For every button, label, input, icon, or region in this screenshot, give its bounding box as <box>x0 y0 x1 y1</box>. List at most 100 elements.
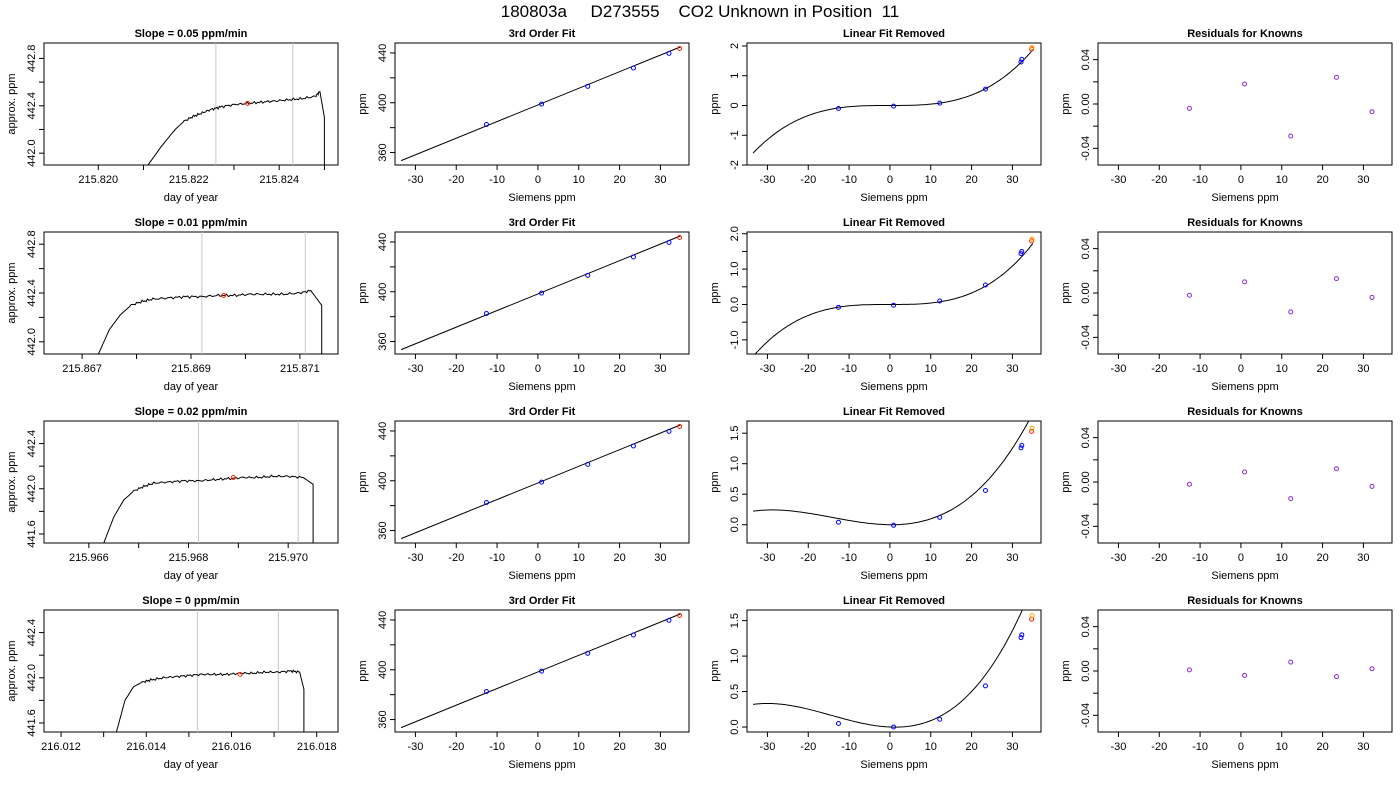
known-point <box>1019 56 1025 62</box>
y-tick-label: 400 <box>377 472 389 490</box>
y-tick-label: 0.0 <box>729 297 741 312</box>
panel-2-1: 3rd Order Fit -30 -20 -10 0 10 20 30 360 400 440 Si… <box>357 406 690 582</box>
x-tick-label: -20 <box>1151 174 1167 186</box>
figure-title: 180803a D273555 CO2 Unknown in Position … <box>500 2 900 21</box>
x-tick-label: -30 <box>407 741 423 753</box>
x-tick-label: 216.016 <box>212 741 252 753</box>
y-tick-label: 360 <box>377 143 389 161</box>
y-tick-label: 442.0 <box>26 328 38 356</box>
y-tick-label: 1.5 <box>729 613 741 628</box>
x-tick-label: -30 <box>407 552 423 564</box>
x-tick-label: 0 <box>1238 552 1244 564</box>
signal-trace <box>147 90 325 165</box>
plot-frame <box>746 609 1042 733</box>
x-tick-label: -10 <box>841 741 857 753</box>
x-tick-label: 10 <box>1276 552 1288 564</box>
plot-data <box>400 423 683 540</box>
x-tick-label: 30 <box>1357 363 1369 375</box>
plot-frame <box>43 609 339 733</box>
x-tick-label: 30 <box>1357 174 1369 186</box>
panel-1-0: Slope = 0.01 ppm/min 215.867 215.869 215.87… <box>6 217 339 393</box>
panel-1-3: Residuals for Knowns -30 -20 -10 0 10 20 30 -0.0… <box>1060 217 1393 393</box>
panel-0-1: 3rd Order Fit -30 -20 -10 0 10 20 30 360 400 440 Si… <box>357 28 690 204</box>
panel-title: Slope = 0 ppm/min <box>142 595 240 607</box>
known-point <box>937 298 943 304</box>
x-tick-label: 0 <box>1238 174 1244 186</box>
plot-data <box>1186 659 1375 680</box>
panel-1-1: 3rd Order Fit -30 -20 -10 0 10 20 30 360 400 440 Si… <box>357 217 690 393</box>
x-tick-label: 10 <box>573 552 585 564</box>
y-axis-label: ppm <box>1060 93 1072 114</box>
residual-point <box>1333 276 1339 282</box>
residual-point <box>1369 109 1375 115</box>
panel-title: Slope = 0.01 ppm/min <box>135 217 248 229</box>
x-axis-label: day of year <box>164 381 219 393</box>
x-tick-label: -30 <box>1110 552 1126 564</box>
residual-point <box>1288 496 1294 502</box>
y-axis-label: ppm <box>709 282 721 303</box>
x-axis-label: Siemens ppm <box>860 381 927 393</box>
panel-0-0: Slope = 0.05 ppm/min 215.820 215.822 215.82… <box>6 28 339 204</box>
known-point <box>937 716 943 722</box>
y-tick-label: 442.0 <box>26 664 38 692</box>
x-tick-label: 0 <box>887 552 893 564</box>
known-point <box>982 282 988 288</box>
x-tick-label: 30 <box>654 552 666 564</box>
x-tick-label: 20 <box>613 741 625 753</box>
residual-curve <box>753 610 1023 728</box>
panel-title: Slope = 0.05 ppm/min <box>135 28 248 40</box>
y-tick-label: 2.0 <box>729 226 741 241</box>
x-axis-label: day of year <box>164 192 219 204</box>
x-tick-label: 30 <box>1357 741 1369 753</box>
panel-title: Residuals for Knowns <box>1187 406 1303 418</box>
known-point <box>937 514 943 520</box>
known-point <box>891 103 897 109</box>
x-tick-label: -30 <box>759 741 775 753</box>
y-axis-label: ppm <box>357 471 369 492</box>
x-tick-label: 216.018 <box>297 741 337 753</box>
residual-point <box>1186 105 1192 111</box>
x-tick-label: -10 <box>489 552 505 564</box>
x-tick-label: 10 <box>573 363 585 375</box>
plot-data <box>103 421 314 543</box>
residual-curve <box>753 421 1030 526</box>
y-tick-label: 0.04 <box>1080 238 1092 259</box>
panel-title: Slope = 0.02 ppm/min <box>135 406 248 418</box>
x-tick-label: 20 <box>1316 363 1328 375</box>
x-axis-label: Siemens ppm <box>1211 570 1278 582</box>
known-point <box>1019 442 1025 448</box>
y-tick-label: 441.6 <box>26 709 38 737</box>
unknown-marker <box>237 671 243 677</box>
x-tick-label: 216.014 <box>126 741 166 753</box>
known-point <box>982 488 988 494</box>
x-axis-label: Siemens ppm <box>508 381 575 393</box>
x-tick-label: 10 <box>573 741 585 753</box>
known-point <box>666 428 672 434</box>
known-point <box>630 443 636 449</box>
unknown-point <box>677 234 683 240</box>
panel-title: Residuals for Knowns <box>1187 217 1303 229</box>
residual-point <box>1369 666 1375 672</box>
x-tick-label: -30 <box>759 552 775 564</box>
known-point <box>982 86 988 92</box>
x-tick-label: -20 <box>800 174 816 186</box>
panel-title: 3rd Order Fit <box>509 406 576 418</box>
y-tick-label: 442.0 <box>26 475 38 503</box>
y-tick-label: 440 <box>377 611 389 629</box>
x-axis-label: Siemens ppm <box>1211 192 1278 204</box>
unknown-marker <box>221 292 227 298</box>
x-tick-label: -30 <box>1110 741 1126 753</box>
y-tick-label: 1.5 <box>729 426 741 441</box>
x-tick-label: 20 <box>613 363 625 375</box>
residual-point <box>1333 674 1339 680</box>
plot-frame <box>43 231 339 355</box>
fit-line <box>400 46 682 162</box>
unknown-point <box>1029 425 1035 431</box>
y-tick-label: 0.00 <box>1080 282 1092 303</box>
unknown-point <box>677 423 683 429</box>
x-tick-label: -30 <box>1110 363 1126 375</box>
plot-frame <box>43 420 339 544</box>
panel-0-2: Linear Fit Removed-30 -20 -10 0 10 20 30-2-101… <box>709 28 1042 204</box>
residual-point <box>1186 292 1192 298</box>
x-tick-label: -30 <box>759 174 775 186</box>
